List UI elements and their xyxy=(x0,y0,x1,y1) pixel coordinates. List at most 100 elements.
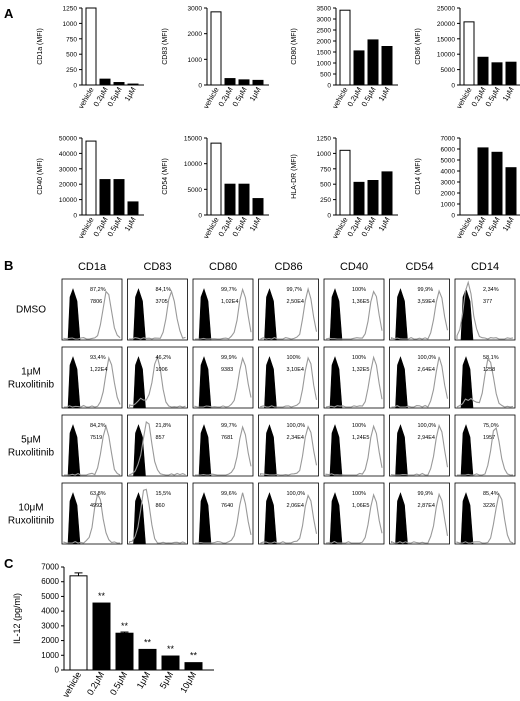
bar-treated xyxy=(99,78,111,86)
percent-positive-label: 87,2% xyxy=(90,287,106,293)
bar-vehicle xyxy=(69,575,88,671)
x-tick-label: 1μM xyxy=(135,670,153,690)
y-tick-label: 0 xyxy=(327,213,331,220)
percent-positive-label: 75,0% xyxy=(483,423,499,429)
x-tick-label: 5μM xyxy=(158,670,176,690)
percent-positive-label: 99,9% xyxy=(418,491,434,497)
stained-histogram xyxy=(390,423,449,476)
y-tick-label: 15000 xyxy=(184,136,202,143)
isotype-histogram xyxy=(133,288,146,341)
bar-treated xyxy=(113,82,125,86)
percent-positive-label: 100,0% xyxy=(418,355,437,361)
bar-vehicle xyxy=(463,21,475,86)
y-tick-label: 250 xyxy=(66,67,77,74)
percent-positive-label: 2,34% xyxy=(483,287,499,293)
bar-treated xyxy=(505,167,517,216)
stained-histogram xyxy=(325,290,383,340)
y-tick-label: 0 xyxy=(73,213,77,220)
bar-treated xyxy=(252,198,264,216)
y-tick-label: 40000 xyxy=(59,151,77,158)
panel-b-letter: B xyxy=(4,258,14,273)
mfi-label: 2,87E4 xyxy=(418,503,435,509)
stained-histogram xyxy=(457,427,514,476)
stained-histogram xyxy=(259,425,318,476)
mfi-label: 1,32E5 xyxy=(352,367,369,373)
mfi-label: 9383 xyxy=(221,367,233,373)
bar-treated xyxy=(367,39,379,86)
x-tick-label: 0.5μM xyxy=(230,216,248,239)
stained-histogram xyxy=(325,493,383,544)
column-header-cd40: CD40 xyxy=(340,261,368,273)
bar-treated xyxy=(353,50,365,86)
mfi-label: 1,06E5 xyxy=(352,503,369,509)
mfi-label: 7640 xyxy=(221,503,233,509)
y-tick-label: 0 xyxy=(451,83,455,90)
significance-label: ** xyxy=(190,651,198,661)
bar-treated xyxy=(127,83,139,86)
percent-positive-label: 46,2% xyxy=(156,355,172,361)
stained-histogram xyxy=(195,425,252,476)
y-tick-label: 1000 xyxy=(41,651,59,660)
isotype-histogram xyxy=(460,492,474,545)
stained-histogram xyxy=(325,424,383,476)
stained-histogram xyxy=(456,280,514,340)
bar-treated xyxy=(115,632,134,671)
percent-positive-label: 99,7% xyxy=(287,287,303,293)
isotype-histogram xyxy=(198,492,212,545)
percent-positive-label: 21,8% xyxy=(156,423,172,429)
x-tick-label: vehicle xyxy=(76,216,95,241)
stained-histogram xyxy=(260,286,318,340)
stained-histogram xyxy=(128,289,186,340)
bar-treated xyxy=(238,183,250,216)
y-tick-label: 3000 xyxy=(188,6,203,13)
y-axis-label: HLA-DR (MFI) xyxy=(291,154,298,199)
mfi-label: 3705 xyxy=(156,299,168,305)
y-tick-label: 5000 xyxy=(441,67,456,74)
bar-treated xyxy=(477,147,489,216)
y-tick-label: 7000 xyxy=(41,563,59,572)
column-header-cd14: CD14 xyxy=(471,261,499,273)
mfi-label: 3,59E4 xyxy=(418,299,435,305)
isotype-histogram xyxy=(67,492,81,545)
percent-positive-label: 15,5% xyxy=(156,491,172,497)
bar-treated xyxy=(381,171,393,216)
y-tick-label: 750 xyxy=(320,166,331,173)
percent-positive-label: 99,9% xyxy=(221,355,237,361)
isotype-histogram xyxy=(133,424,146,477)
y-axis-label: CD40 (MFI) xyxy=(37,158,44,195)
x-tick-label: vehicle xyxy=(330,216,349,241)
y-tick-label: 15000 xyxy=(437,36,455,43)
y-tick-label: 4000 xyxy=(41,607,59,616)
stained-histogram xyxy=(195,492,252,544)
isotype-histogram xyxy=(67,424,81,477)
y-tick-label: 1000 xyxy=(441,202,456,209)
y-tick-label: 5000 xyxy=(441,158,456,165)
bar-treated xyxy=(367,180,379,216)
stained-histogram xyxy=(259,356,318,408)
y-tick-label: 5000 xyxy=(41,592,59,601)
percent-positive-label: 84,1% xyxy=(156,287,172,293)
isotype-histogram xyxy=(395,356,408,409)
row-label: DMSO xyxy=(16,305,46,316)
mfi-label: 377 xyxy=(483,299,492,305)
y-tick-label: 0 xyxy=(198,213,202,220)
percent-positive-label: 100,0% xyxy=(287,423,306,429)
isotype-histogram xyxy=(395,492,408,545)
isotype-histogram xyxy=(264,424,277,477)
y-tick-label: 10000 xyxy=(184,161,202,168)
percent-positive-label: 85,4% xyxy=(483,491,499,497)
y-axis-label: CD1a (MFI) xyxy=(37,28,44,65)
x-tick-label: vehicle xyxy=(454,216,473,241)
y-tick-label: 3000 xyxy=(317,17,332,24)
y-tick-label: 0 xyxy=(55,666,60,675)
y-axis-label: IL-12 (pg/ml) xyxy=(12,593,22,644)
mfi-label: 7681 xyxy=(221,435,233,441)
mfi-label: 3226 xyxy=(483,503,495,509)
percent-positive-label: 100% xyxy=(352,491,366,497)
mfi-label: 860 xyxy=(156,503,165,509)
y-axis-label: CD83 (MFI) xyxy=(162,28,169,65)
y-tick-label: 2000 xyxy=(41,636,59,645)
mfi-label: 2,64E4 xyxy=(418,367,435,373)
y-tick-label: 750 xyxy=(66,36,77,43)
